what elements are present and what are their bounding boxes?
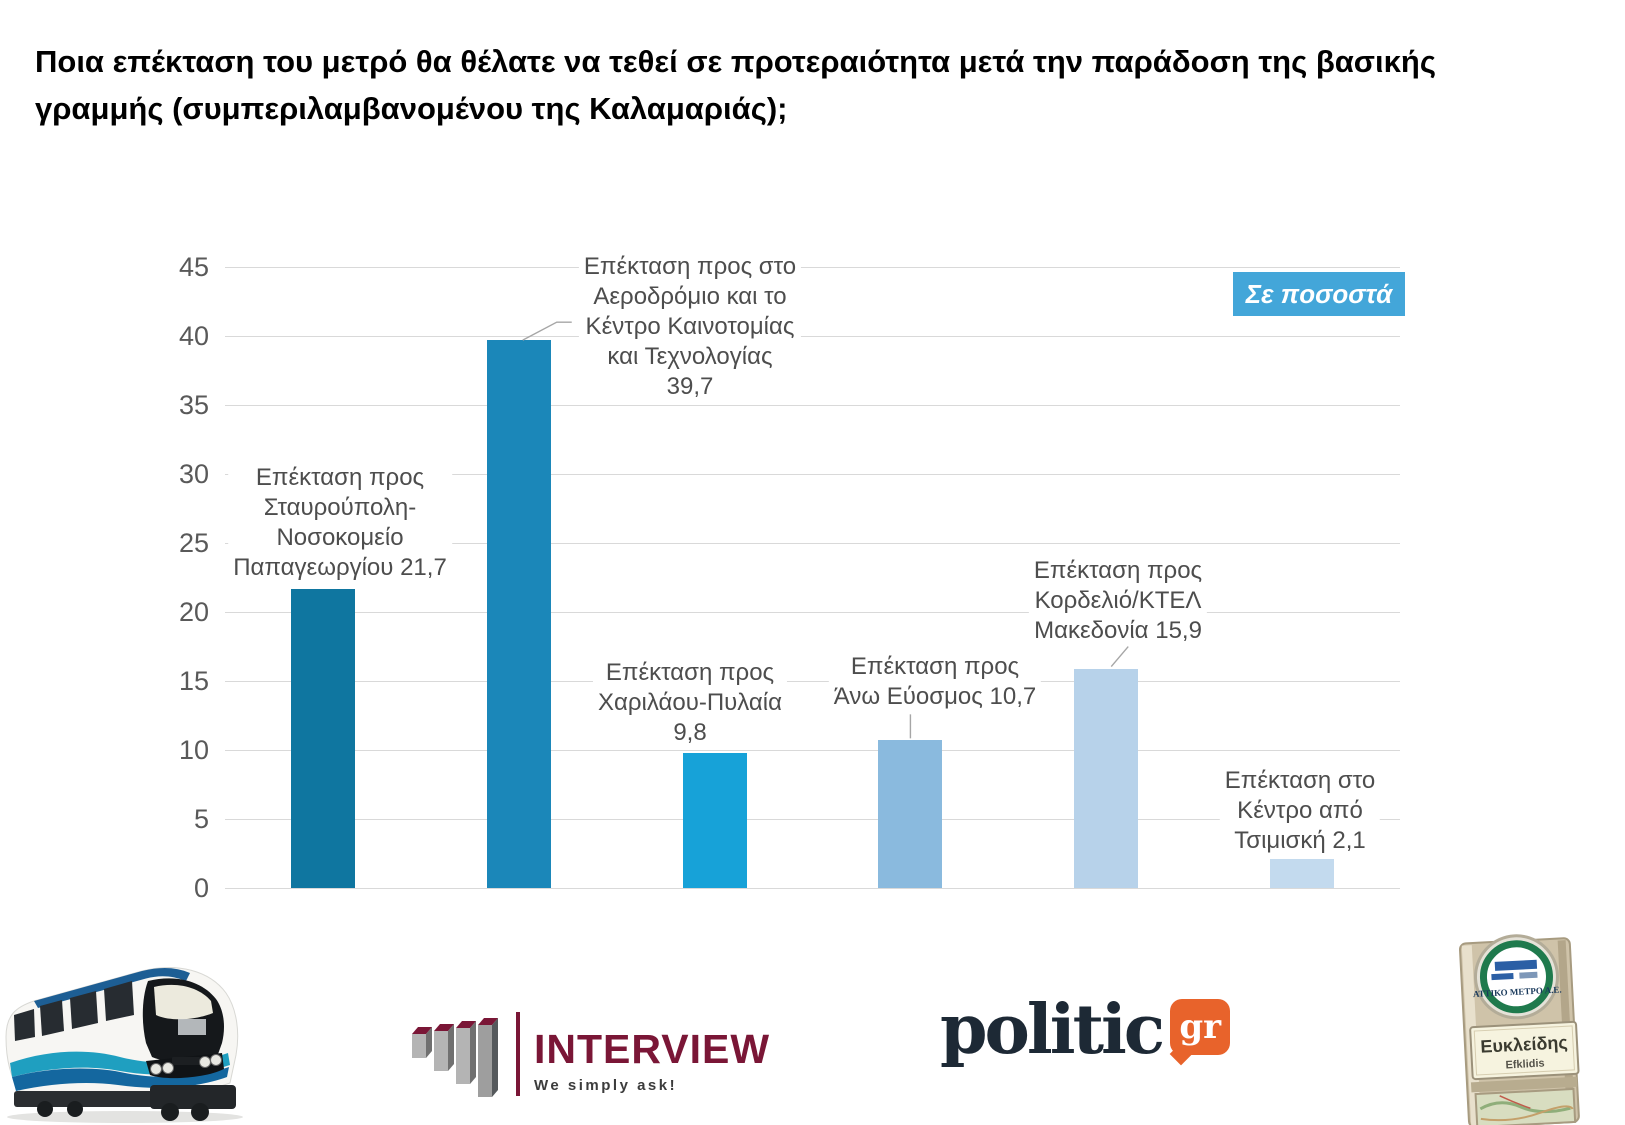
y-axis-tick-label: 5 — [193, 804, 209, 834]
leader-line — [1110, 646, 1129, 668]
interview-divider — [516, 1012, 520, 1096]
train-windshield-reflection — [154, 984, 213, 1020]
leader-line — [522, 321, 572, 341]
train-wheel — [191, 1103, 209, 1121]
train-side-windows — [14, 981, 134, 1041]
y-axis-tick-label: 40 — [178, 321, 209, 351]
bar-3 — [682, 752, 747, 888]
gridline — [225, 888, 1400, 889]
bar-5 — [1074, 668, 1139, 888]
station-sign-photo: ΑΤΤΙΚΟ ΜΕΤΡΟ Α.Ε. Ευκλείδης Efklidis — [1458, 934, 1580, 1125]
train-headlight — [150, 1063, 162, 1075]
train-wheel — [161, 1103, 179, 1121]
y-axis-tick-label: 45 — [178, 252, 209, 282]
bar-4 — [878, 740, 943, 888]
metro-train-photo — [5, 967, 243, 1123]
station-name-greek: Ευκλείδης — [1480, 1032, 1568, 1057]
bar-annotation-4: Επέκταση προς Άνω Εύοσμος 10,7 — [828, 652, 1042, 712]
train-headlight — [210, 1054, 222, 1066]
emblem-logo-bar — [1491, 972, 1514, 981]
station-name-plate — [1469, 1020, 1580, 1081]
interview-text: INTERVIEW We simply ask! — [534, 1029, 770, 1098]
gridline — [225, 750, 1400, 751]
train-cab-interior — [178, 1019, 206, 1035]
bar-annotation-3: Επέκταση προς Χαριλάου-Πυλαία 9,8 — [592, 658, 788, 748]
bar-annotation-6: Επέκταση στο Κέντρο από Τσιμισκή 2,1 — [1219, 766, 1381, 856]
bar-chart-icon — [412, 1018, 498, 1097]
station-name-latin: Efklidis — [1505, 1057, 1545, 1071]
gridline — [225, 405, 1400, 406]
y-axis-tick-label: 25 — [178, 528, 209, 558]
y-axis-tick-label: 15 — [178, 666, 209, 696]
train-shadow — [7, 1111, 243, 1123]
gridline — [225, 819, 1400, 820]
station-sign-pole: ΑΤΤΙΚΟ ΜΕΤΡΟ Α.Ε. Ευκλείδης Efklidis — [1458, 934, 1580, 1125]
politic-suffix: gr — [1179, 1006, 1222, 1047]
bar-2 — [486, 340, 551, 888]
emblem-logo-bar — [1519, 971, 1538, 979]
train-bogie-front — [150, 1085, 236, 1109]
politic-logo: politic gr — [940, 990, 1231, 1070]
bar-6 — [1270, 859, 1335, 888]
interview-bars-icon — [412, 1018, 498, 1097]
interview-brand: INTERVIEW — [534, 1026, 771, 1072]
y-axis-tick-label: 0 — [193, 873, 209, 903]
bar-annotation-1: Επέκταση προς Σταυρούπολη- Νοσοκομείο Παπαγ… — [228, 463, 452, 583]
bar-annotation-5: Επέκταση προς Κορδελιό/ΚΤΕΛ Μακεδονία 15,9 — [1028, 556, 1208, 646]
emblem-logo-bar — [1494, 959, 1538, 971]
politic-brand: politic — [940, 990, 1165, 1070]
train-wheel — [67, 1101, 83, 1117]
interview-logo: INTERVIEW We simply ask! — [408, 1002, 770, 1098]
gridline — [225, 681, 1400, 682]
politic-gr-box: gr — [1170, 998, 1231, 1055]
gridline — [225, 612, 1400, 613]
y-axis-tick-label: 30 — [178, 459, 209, 489]
train-headlight — [162, 1062, 174, 1074]
train-wheel — [37, 1101, 53, 1117]
bar-annotation-2: Επέκταση προς στο Αεροδρόμιο και το Κέντρο… — [578, 252, 802, 402]
percent-badge: Σε ποσοστά — [1233, 272, 1405, 316]
y-axis-tick-label: 35 — [178, 390, 209, 420]
gridline — [225, 336, 1400, 337]
y-axis-tick-label: 20 — [178, 597, 209, 627]
gridline — [225, 267, 1400, 268]
gridline — [225, 543, 1400, 544]
interview-tagline: We simply ask! — [534, 1077, 678, 1094]
bar-1 — [290, 588, 355, 888]
page-title: Ποια επέκταση του μετρό θα θέλατε να τεθ… — [35, 44, 1436, 127]
gridline — [225, 474, 1400, 475]
train-undercarriage — [14, 1091, 154, 1107]
emblem-operator-text: ΑΤΤΙΚΟ ΜΕΤΡΟ Α.Ε. — [1473, 984, 1562, 999]
train-destination-display — [172, 1057, 200, 1065]
y-axis-tick-label: 10 — [178, 735, 209, 765]
train-headlight — [199, 1056, 211, 1068]
